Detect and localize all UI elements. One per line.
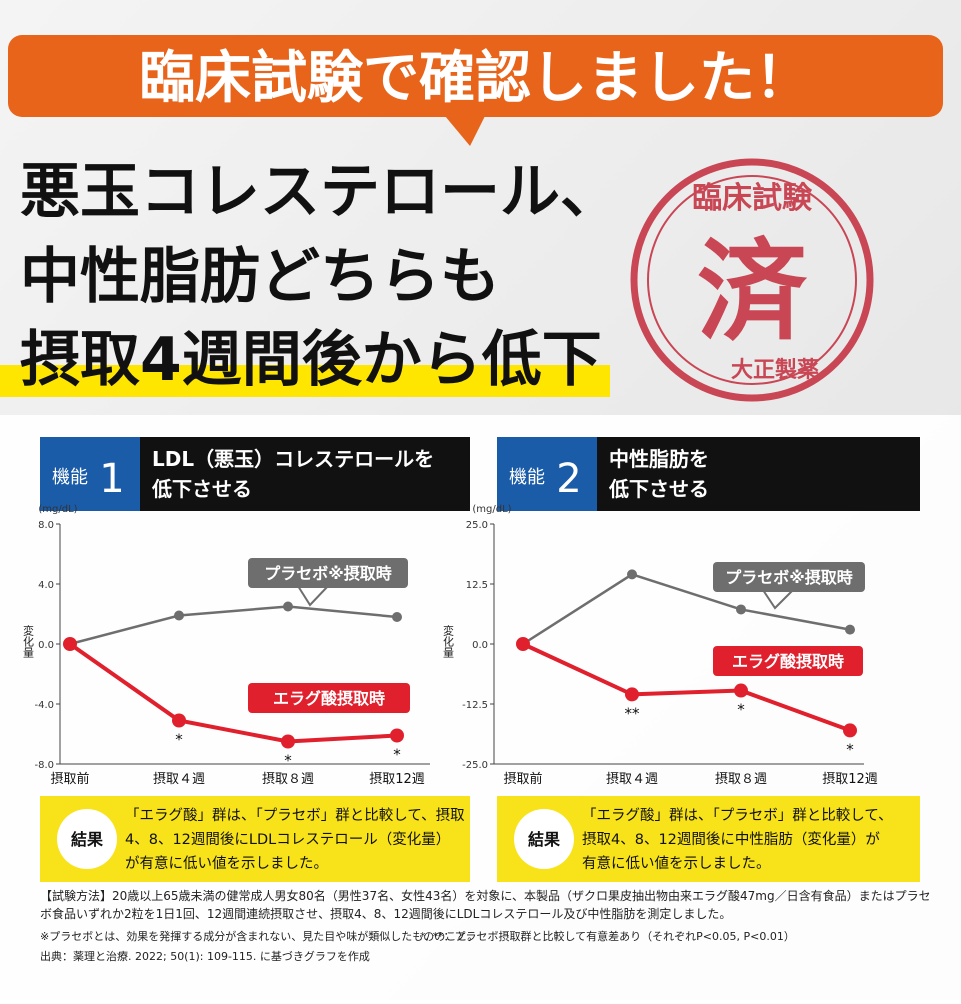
point bbox=[843, 723, 857, 738]
point bbox=[625, 687, 639, 702]
footnote: ボ食品いずれか2粒を1日1回、12週間連続摂取させ、摂取4、8、12週間後にLD… bbox=[40, 906, 731, 921]
legend-label: プラセボ※摂取時 bbox=[725, 568, 853, 587]
point bbox=[734, 683, 748, 698]
header-badge bbox=[40, 437, 140, 511]
result-text: 摂取4、8、12週間後に中性脂肪（変化量）が bbox=[582, 831, 880, 848]
stamp: 臨床試験 済 大正製薬 bbox=[630, 158, 874, 402]
footnote: 出典：薬理と治療. 2022; 50(1): 109-115. に基づきグラフを… bbox=[40, 949, 370, 963]
result-text: が有意に低い値を示しました。 bbox=[125, 854, 328, 872]
headline: 摂取4週間後から低下 bbox=[20, 325, 602, 395]
header-title: 中性脂肪を bbox=[609, 447, 709, 471]
significance: ** bbox=[625, 704, 641, 722]
result-label: 結果 bbox=[71, 830, 103, 849]
y-axis-label: 変化量 bbox=[22, 624, 35, 658]
y-tick-label: 0.0 bbox=[472, 640, 488, 651]
result-label: 結果 bbox=[528, 830, 560, 849]
header-title: LDL（悪玉）コレステロールを bbox=[152, 447, 434, 471]
header-badge-label: 機能 bbox=[509, 467, 545, 488]
point bbox=[283, 601, 293, 612]
legend-label: エラグ酸摂取時 bbox=[273, 689, 385, 708]
header-title: 低下させる bbox=[151, 477, 252, 501]
x-tick-label: 摂取８週 bbox=[715, 771, 767, 787]
point bbox=[281, 734, 295, 749]
header-title: 低下させる bbox=[608, 477, 709, 501]
y-tick-label: 4.0 bbox=[38, 580, 54, 591]
point bbox=[627, 569, 637, 580]
series-line bbox=[68, 642, 398, 744]
y-tick-label: 12.5 bbox=[466, 580, 488, 591]
result-text: 「エラグ酸」群は、「プラセボ」群と比較して、摂取 bbox=[125, 806, 465, 824]
y-tick-label: 8.0 bbox=[38, 520, 54, 531]
stamp-center: 済 bbox=[697, 228, 808, 356]
legend-box bbox=[248, 683, 410, 713]
point bbox=[845, 624, 855, 635]
headline: 中性脂肪どちらも bbox=[20, 242, 500, 312]
result-text: 4、8、12週間後にLDLコレステロール（変化量） bbox=[125, 831, 450, 848]
y-tick-label: -8.0 bbox=[34, 760, 54, 771]
result-badge bbox=[57, 809, 117, 869]
result-text: 「エラグ酸」群は、「プラセボ」群と比較して、 bbox=[582, 806, 893, 824]
significance: * bbox=[284, 752, 292, 770]
legend-box bbox=[713, 562, 865, 592]
y-tick-label: -25.0 bbox=[462, 760, 488, 771]
legend-label: プラセボ※摂取時 bbox=[264, 564, 392, 583]
x-tick-label: 摂取前 bbox=[50, 771, 89, 787]
header-badge bbox=[497, 437, 597, 511]
x-tick-label: 摂取４週 bbox=[606, 771, 658, 787]
y-axis-label: 変化量 bbox=[442, 624, 455, 658]
point bbox=[516, 637, 530, 651]
footnote: ※プラセボとは、効果を発揮する成分が含まれない、見た目や味が類似したもののこと。 bbox=[40, 929, 478, 943]
y-tick-label: 0.0 bbox=[38, 640, 54, 651]
point bbox=[736, 604, 746, 615]
banner-pointer bbox=[445, 116, 485, 146]
result-text: 有意に低い値を示しました。 bbox=[582, 854, 771, 872]
header-number: 1 bbox=[99, 456, 124, 502]
point bbox=[172, 713, 186, 728]
significance: * bbox=[737, 701, 745, 719]
stamp-maker: 大正製薬 bbox=[731, 357, 819, 383]
legend-pointer bbox=[762, 589, 794, 610]
result-badge bbox=[514, 809, 574, 869]
x-tick-label: 摂取４週 bbox=[153, 771, 205, 787]
series-line bbox=[522, 642, 851, 733]
y-tick-label: -12.5 bbox=[462, 700, 488, 711]
footnote: 【試験方法】20歳以上65歳未満の健常成人男女80名（男性37名、女性43名）を… bbox=[40, 888, 931, 903]
legend-label: エラグ酸摂取時 bbox=[732, 652, 844, 671]
header-badge-label: 機能 bbox=[52, 467, 88, 488]
series-line bbox=[69, 605, 398, 646]
point bbox=[390, 728, 404, 743]
x-tick-label: 摂取12週 bbox=[822, 771, 878, 787]
series-line bbox=[522, 573, 851, 646]
stamp-ring bbox=[630, 158, 874, 402]
y-tick-label: -4.0 bbox=[34, 700, 54, 711]
banner-text: 臨床試験で確認しました！ bbox=[139, 46, 811, 111]
x-tick-label: 摂取12週 bbox=[369, 771, 425, 787]
stamp-ring bbox=[647, 175, 857, 385]
x-tick-label: 摂取８週 bbox=[262, 771, 314, 787]
charts: 機能 1 LDL（悪玉）コレステロールを低下させる(mg/dL)変化量8.04.00… bbox=[22, 437, 920, 882]
unit-label: (mg/dL) bbox=[472, 504, 511, 515]
point bbox=[392, 612, 402, 622]
x-tick-label: 摂取前 bbox=[503, 771, 542, 787]
significance: * bbox=[846, 740, 854, 758]
stamp-top: 臨床試験 bbox=[692, 181, 813, 216]
y-tick-label: 25.0 bbox=[466, 520, 488, 531]
header-bar bbox=[140, 437, 470, 511]
legend-box bbox=[713, 646, 863, 676]
unit-label: (mg/dL) bbox=[38, 504, 77, 515]
header-number: 2 bbox=[556, 456, 581, 502]
significance: * bbox=[393, 746, 401, 764]
footnote: *, **：プラセボ摂取群と比較して有意差あり（それぞれP<0.05, P<0.… bbox=[420, 929, 795, 943]
legend-pointer bbox=[297, 585, 329, 607]
header-bar bbox=[597, 437, 920, 511]
point bbox=[63, 637, 77, 651]
banner bbox=[8, 35, 943, 117]
highlight bbox=[0, 365, 610, 397]
headline: 悪玉コレステロール、 bbox=[20, 157, 620, 227]
legend-box bbox=[248, 558, 408, 588]
significance: * bbox=[175, 731, 183, 749]
point bbox=[174, 610, 184, 621]
